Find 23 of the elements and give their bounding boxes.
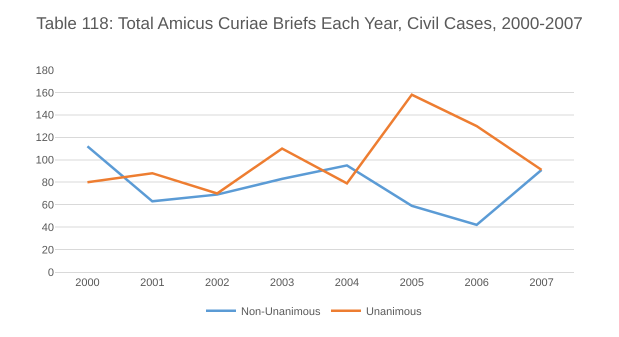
legend-label: Unanimous	[366, 306, 422, 318]
x-tick-label: 2003	[270, 277, 294, 290]
y-tick-label: 20	[42, 244, 54, 256]
x-tick-label: 2004	[334, 277, 360, 290]
y-tick-label: 100	[36, 154, 54, 167]
y-tick-label: 60	[42, 200, 54, 212]
y-tick-label: 40	[42, 222, 54, 234]
x-tick-label: 2001	[140, 277, 165, 290]
line-series	[86, 93, 543, 195]
x-tick-label: 2006	[464, 277, 489, 290]
y-tick-label: 80	[42, 177, 54, 190]
line-series	[86, 145, 543, 226]
y-tick-label: 120	[36, 132, 54, 144]
y-tick-label: 160	[36, 87, 54, 100]
x-tick-label: 2000	[75, 277, 100, 290]
x-tick-label: 2007	[529, 277, 554, 290]
y-tick-label: 140	[36, 110, 54, 122]
y-tick-label: 0	[48, 266, 54, 279]
legend-label: Non-Unanimous	[241, 306, 321, 318]
x-tick-label: 2002	[204, 277, 230, 290]
y-tick-label: 180	[36, 64, 54, 77]
chart-title: Table 118: Total Amicus Curiae Briefs Each Year, Civil Cases, 2000-2007	[36, 14, 583, 33]
x-tick-label: 2005	[400, 277, 424, 290]
